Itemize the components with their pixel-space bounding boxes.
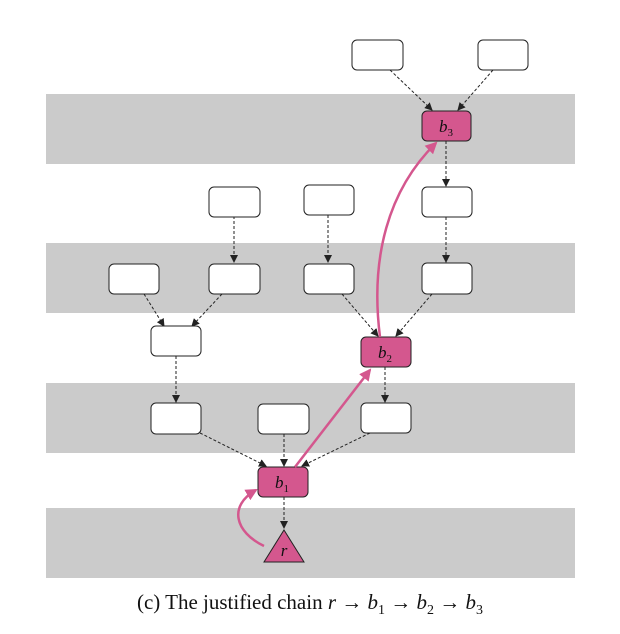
block-b3 <box>421 110 472 142</box>
band-1 <box>46 94 575 164</box>
chain-arrow-b2-b3 <box>376 141 438 338</box>
caption-sub: 3 <box>476 603 484 619</box>
chain-arrow-b1-b2 <box>294 368 372 468</box>
block <box>477 39 529 71</box>
edge <box>143 293 165 327</box>
edge <box>191 293 223 327</box>
caption-b: b <box>465 590 477 614</box>
block <box>360 402 412 434</box>
edge <box>301 432 371 467</box>
root-triangle <box>263 529 305 563</box>
caption-arrow: → <box>439 590 461 614</box>
edge <box>395 293 433 337</box>
justified-chain-arrows <box>237 141 438 548</box>
block <box>303 184 355 216</box>
block-b1 <box>257 466 309 498</box>
edge <box>341 293 379 337</box>
edge <box>199 432 267 467</box>
label-b1: b1 <box>275 473 289 495</box>
caption-sub: 2 <box>427 603 435 619</box>
block <box>421 186 473 218</box>
block <box>150 325 202 357</box>
caption-prefix: (c) The justified chain <box>136 590 323 614</box>
dashed-edges <box>143 69 494 529</box>
block <box>303 263 355 295</box>
caption-r: r <box>327 590 337 614</box>
chain-arrow-r-b1 <box>237 488 265 548</box>
block <box>208 186 261 218</box>
block <box>108 263 160 295</box>
block-b2 <box>360 336 412 368</box>
label-b3: b3 <box>439 117 454 139</box>
blocks <box>108 39 529 435</box>
caption-b: b <box>367 590 379 614</box>
block <box>257 403 310 435</box>
caption-b: b <box>416 590 428 614</box>
block <box>421 262 473 295</box>
caption-arrow: → <box>341 590 363 614</box>
band-4 <box>46 508 575 578</box>
block <box>208 263 261 295</box>
label-b2: b2 <box>378 343 392 365</box>
edge <box>457 69 494 111</box>
caption-arrow: → <box>390 590 412 614</box>
label-root: r <box>281 541 288 560</box>
caption-sub: 1 <box>378 603 386 619</box>
figure-caption: (c) The justified chain r → b1 → b2 → b3 <box>0 590 620 619</box>
block <box>150 402 202 435</box>
band-3 <box>46 383 575 453</box>
block <box>351 39 404 71</box>
